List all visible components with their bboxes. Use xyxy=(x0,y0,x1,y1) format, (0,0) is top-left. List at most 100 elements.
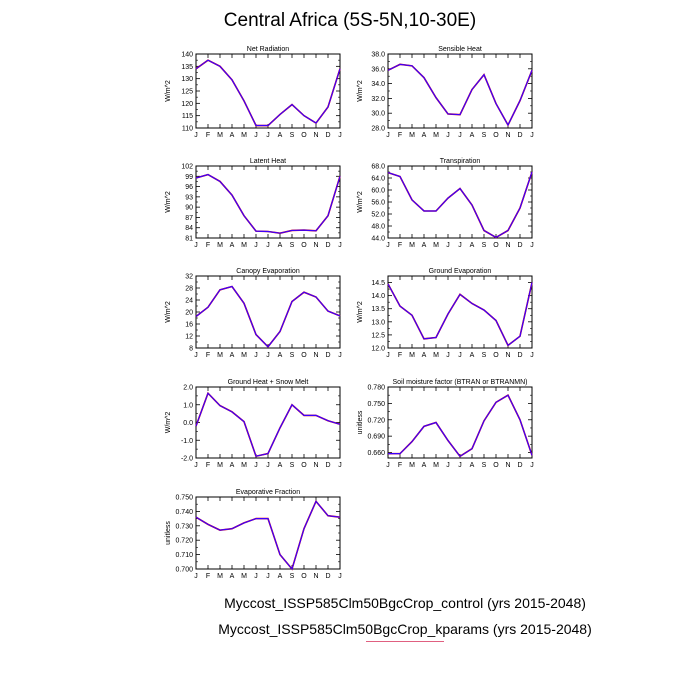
panel-canopy-evaporation-ytick-label: 20 xyxy=(185,310,193,317)
panel-latent-heat-xtick-label: D xyxy=(325,242,330,249)
figure-title: Central Africa (5S-5N,10-30E) xyxy=(223,10,477,31)
panel-net-radiation-ytick-label: 130 xyxy=(181,76,193,83)
panel-latent-heat-xtick-label: N xyxy=(313,242,318,249)
panel-net-radiation-title: Net Radiation xyxy=(247,46,290,53)
panel-canopy-evaporation-ylabel: W/m^2 xyxy=(165,301,172,323)
panel-canopy-evaporation-ytick-label: 32 xyxy=(185,274,193,281)
panel-ground-heat-snow-melt-title: Ground Heat + Snow Melt xyxy=(228,379,309,386)
panel-ground-evaporation-xtick-label: D xyxy=(517,352,522,359)
panel-net-radiation-xtick-label: J xyxy=(266,132,270,139)
panel-transpiration-xtick-label: A xyxy=(422,242,427,249)
panel-net-radiation-ytick-label: 115 xyxy=(182,113,193,120)
panel-transpiration-xtick-label: J xyxy=(446,242,450,249)
panel-evaporative-fraction: Evaporative Fraction unitless 0.700 0.710 0.… xyxy=(165,489,342,580)
panel-ground-heat-snow-melt-ytick-label: 0.0 xyxy=(183,420,193,427)
panel-soil-moisture-factor-btran-or-btranmn-xtick-label: N xyxy=(505,462,510,469)
panel-soil-moisture-factor-btran-or-btranmn-frame xyxy=(387,386,533,459)
panel-ground-heat-snow-melt-ytick-label: -2.0 xyxy=(181,456,193,463)
panel-transpiration-ytick-label: 60.0 xyxy=(371,188,385,195)
panel-net-radiation-ytick-label: 110 xyxy=(182,126,193,133)
panel-canopy-evaporation-xtick-label: J xyxy=(254,352,258,359)
panel-evaporative-fraction-ytick-label: 0.720 xyxy=(175,538,193,545)
panel-canopy-evaporation-xtick-label: J xyxy=(194,352,198,359)
panel-ground-heat-snow-melt-xtick-label: A xyxy=(278,462,283,469)
panel-soil-moisture-factor-btran-or-btranmn-series-kparams xyxy=(388,394,533,458)
panel-canopy-evaporation-ytick-label: 12 xyxy=(185,334,193,341)
panel-ground-evaporation-title: Ground Evaporation xyxy=(429,268,492,275)
panel-soil-moisture-factor-btran-or-btranmn-xtick-label: J xyxy=(386,462,390,469)
panel-transpiration-xtick-label: S xyxy=(482,242,487,249)
panel-soil-moisture-factor-btran-or-btranmn-ylabel: unitless xyxy=(357,410,364,434)
panel-ground-heat-snow-melt-xtick-label: M xyxy=(241,462,247,469)
panel-ground-evaporation-xtick-label: S xyxy=(482,352,487,359)
panel-transpiration-xtick-label: N xyxy=(505,242,510,249)
panel-latent-heat-ytick-label: 102 xyxy=(181,164,193,171)
panel-soil-moisture-factor-btran-or-btranmn-ytick-label: 0.690 xyxy=(367,434,385,441)
panel-sensible-heat-ytick-label: 30.0 xyxy=(371,111,385,118)
panel-transpiration-xtick-label: M xyxy=(433,242,439,249)
panel-evaporative-fraction-frame xyxy=(195,496,341,570)
panel-ground-evaporation-xtick-label: O xyxy=(493,352,499,359)
panel-latent-heat-xtick-label: S xyxy=(290,242,295,249)
panel-transpiration-xtick-label: J xyxy=(530,242,534,249)
panel-ground-evaporation-ytick-label: 14.5 xyxy=(371,280,385,287)
panel-sensible-heat-xtick-label: M xyxy=(433,132,439,139)
panel-evaporative-fraction-series-control xyxy=(195,499,341,571)
panel-net-radiation-xtick-label: O xyxy=(301,132,307,139)
panel-ground-evaporation-xtick-label: F xyxy=(398,352,402,359)
panel-ground-heat-snow-melt-xtick-label: J xyxy=(266,462,270,469)
panel-soil-moisture-factor-btran-or-btranmn-ytick-label: 0.720 xyxy=(367,417,385,424)
panel-evaporative-fraction-xtick-label: M xyxy=(217,573,223,580)
panel-latent-heat-xtick-label: J xyxy=(338,242,342,249)
panel-ground-evaporation-xtick-label: M xyxy=(433,352,439,359)
panel-net-radiation-xtick-label: A xyxy=(230,132,235,139)
panel-ground-evaporation-ytick-label: 14.0 xyxy=(371,293,385,300)
panel-sensible-heat-xtick-label: D xyxy=(517,132,522,139)
legend-swatch xyxy=(366,641,444,642)
panel-soil-moisture-factor-btran-or-btranmn-ytick-label: 0.780 xyxy=(367,385,385,392)
panel-ground-evaporation-frame xyxy=(387,275,533,349)
panel-transpiration-ytick-label: 64.0 xyxy=(371,176,385,183)
panel-net-radiation-xtick-label: J xyxy=(254,132,258,139)
panel-net-radiation-ylabel: W/m^2 xyxy=(165,80,172,102)
panel-ground-heat-snow-melt-xtick-label: N xyxy=(313,462,318,469)
panel-canopy-evaporation-xtick-label: O xyxy=(301,352,307,359)
panel-evaporative-fraction-xtick-label: A xyxy=(230,573,235,580)
panel-latent-heat-xtick-label: M xyxy=(217,242,223,249)
panel-ground-heat-snow-melt-xtick-label: D xyxy=(325,462,330,469)
panel-ground-heat-snow-melt-ytick-label: 2.0 xyxy=(183,385,193,392)
panel-sensible-heat-xtick-label: J xyxy=(530,132,534,139)
panel-canopy-evaporation-xtick-label: M xyxy=(217,352,223,359)
panel-net-radiation-xtick-label: M xyxy=(241,132,247,139)
panel-transpiration-xtick-label: F xyxy=(398,242,402,249)
panel-ground-evaporation-ytick-label: 12.0 xyxy=(371,346,385,353)
panel-transpiration-xtick-label: A xyxy=(470,242,475,249)
panel-evaporative-fraction-xtick-label: A xyxy=(278,573,283,580)
panel-net-radiation-xtick-label: F xyxy=(206,132,210,139)
panel-transpiration-ytick-label: 52.0 xyxy=(371,212,385,219)
panel-canopy-evaporation-xtick-label: F xyxy=(206,352,210,359)
panel-soil-moisture-factor-btran-or-btranmn-ytick-label: 0.660 xyxy=(367,450,385,457)
panel-soil-moisture-factor-btran-or-btranmn-xtick-label: J xyxy=(446,462,450,469)
panel-transpiration-xtick-label: O xyxy=(493,242,499,249)
panel-latent-heat-xtick-label: A xyxy=(230,242,235,249)
panel-net-radiation: Net Radiation W/m^2 110 115 120 125 130 135 140 J… xyxy=(165,46,342,139)
panel-latent-heat-title: Latent Heat xyxy=(250,158,286,165)
panel-latent-heat-series-kparams xyxy=(195,173,341,234)
panel-ground-evaporation-xtick-label: A xyxy=(422,352,427,359)
panel-sensible-heat-ytick-label: 34.0 xyxy=(371,81,385,88)
panel-transpiration-ytick-label: 68.0 xyxy=(371,164,385,171)
panel-ground-heat-snow-melt-xtick-label: F xyxy=(206,462,210,469)
panel-soil-moisture-factor-btran-or-btranmn-series-control xyxy=(388,394,533,458)
panel-ground-heat-snow-melt-xtick-label: J xyxy=(338,462,342,469)
panel-ground-evaporation-xtick-label: J xyxy=(530,352,534,359)
panel-ground-evaporation: Ground Evaporation W/m^2 12.0 12.5 13.0 13.5 1… xyxy=(357,268,534,359)
panel-evaporative-fraction-ylabel: unitless xyxy=(165,521,172,545)
panel-net-radiation-xtick-label: D xyxy=(325,132,330,139)
panel-evaporative-fraction-xtick-label: J xyxy=(194,573,198,580)
panel-net-radiation-xtick-label: J xyxy=(194,132,198,139)
panel-evaporative-fraction-ytick-label: 0.750 xyxy=(175,495,193,502)
panel-sensible-heat-xtick-label: A xyxy=(470,132,475,139)
panel-latent-heat-ytick-label: 81 xyxy=(185,236,193,243)
